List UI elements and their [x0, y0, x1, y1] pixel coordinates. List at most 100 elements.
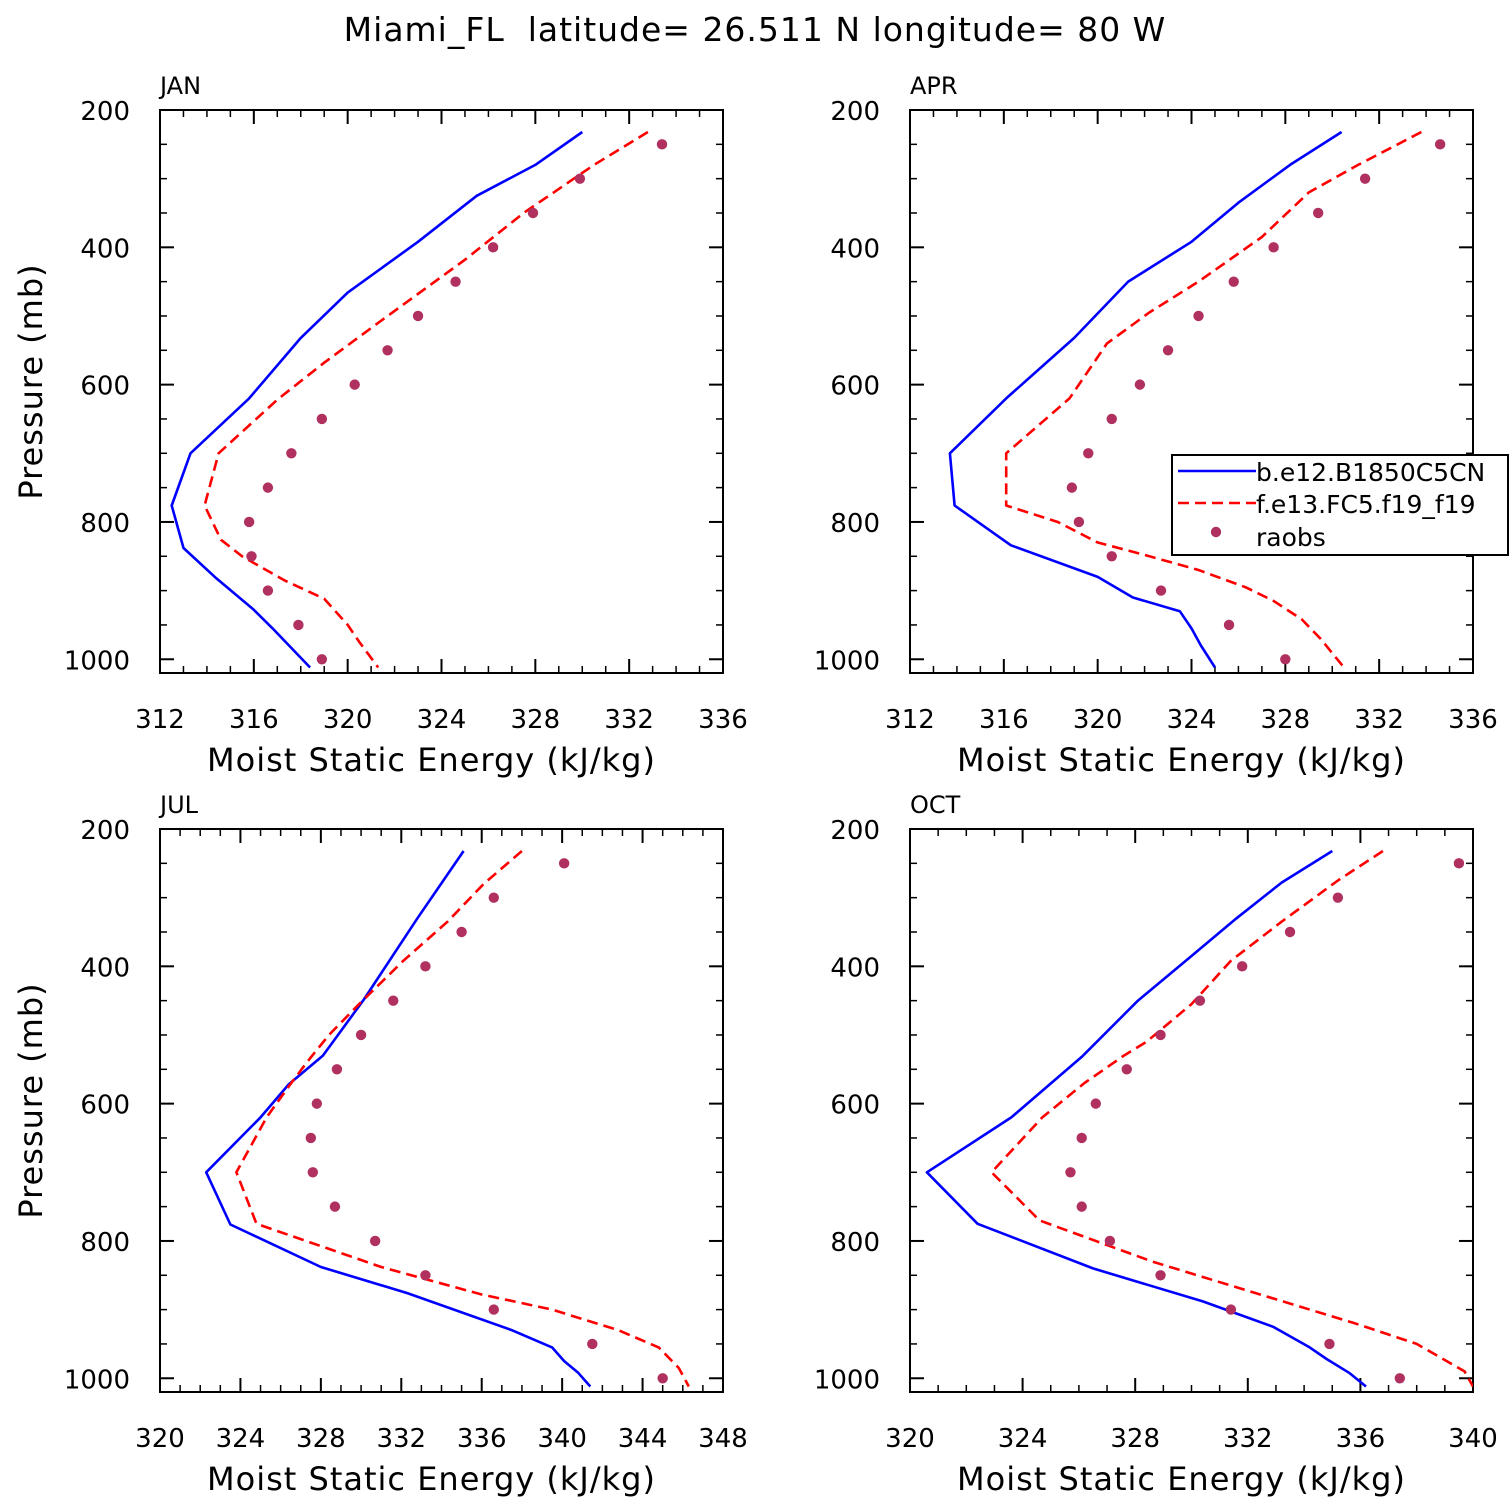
- x-tick-label: 320: [323, 705, 373, 735]
- x-tick-label: 328: [511, 705, 561, 735]
- x-tick-label: 324: [998, 1424, 1048, 1454]
- x-tick-label: 336: [1448, 705, 1498, 735]
- panel-label: APR: [910, 72, 958, 100]
- y-tick-label: 600: [830, 372, 880, 402]
- raobs-point: [657, 1373, 668, 1384]
- y-tick-label: 200: [830, 97, 880, 127]
- raobs-point: [487, 242, 499, 253]
- x-tick-label: 312: [135, 705, 185, 735]
- raobs-point: [369, 1235, 381, 1247]
- x-tick-label: 332: [1223, 1424, 1273, 1454]
- raobs-point: [1359, 173, 1371, 184]
- raobs-point: [456, 926, 467, 938]
- series-line-model1: [204, 850, 592, 1388]
- series-line-model1: [925, 849, 1367, 1388]
- y-tick-label: 400: [830, 234, 880, 264]
- y-tick-label: 600: [80, 372, 130, 402]
- x-tick-label: 332: [604, 705, 654, 735]
- plot-frame: [159, 109, 724, 674]
- raobs-point: [329, 1201, 341, 1212]
- plot-area: [948, 130, 1446, 669]
- plot-frame: [159, 828, 724, 1393]
- x-axis-label: Moist Static Energy (kJ/kg): [207, 741, 656, 779]
- legend-entry: raobs: [1256, 523, 1326, 552]
- legend-entry: b.e12.B1850C5CN: [1256, 458, 1485, 487]
- x-tick-label: 316: [979, 705, 1029, 735]
- raobs-point: [558, 858, 570, 869]
- raobs-point: [574, 173, 586, 184]
- series-line-model2: [235, 850, 690, 1388]
- x-tick-label: 324: [1167, 705, 1217, 735]
- raobs-point: [420, 961, 431, 972]
- x-tick-label: 336: [457, 1424, 507, 1454]
- x-tick-label: 336: [1336, 1424, 1386, 1454]
- x-tick-label: 320: [135, 1424, 185, 1454]
- x-tick-label: 336: [698, 705, 748, 735]
- y-tick-label: 1000: [64, 646, 130, 676]
- panel-apr: APR 312 316 320 324 328 332 336 200 400 600 800 1000…: [814, 72, 1498, 779]
- panel-jul: JUL 320 324 328 332 336 340 344 348 200 400 600 800 1…: [12, 791, 748, 1498]
- y-tick-label: 200: [80, 816, 130, 846]
- x-tick-label: 340: [537, 1424, 587, 1454]
- y-tick-label: 800: [80, 509, 130, 539]
- x-tick-label: 332: [1354, 705, 1404, 735]
- x-tick-label: 344: [618, 1424, 668, 1454]
- raobs-point: [1194, 995, 1206, 1006]
- raobs-point: [656, 139, 668, 150]
- raobs-point: [1066, 482, 1078, 493]
- x-axis-label: Moist Static Energy (kJ/kg): [957, 741, 1406, 779]
- raobs-point: [316, 654, 328, 665]
- raobs-point: [1104, 1235, 1116, 1247]
- x-tick-label: 316: [229, 705, 279, 735]
- raobs-point: [1073, 516, 1085, 528]
- x-axis-label: Moist Static Energy (kJ/kg): [957, 1460, 1406, 1498]
- x-tick-label: 324: [216, 1424, 266, 1454]
- raobs-point: [305, 1132, 317, 1144]
- raobs-point: [1332, 892, 1344, 903]
- raobs-point: [1228, 276, 1239, 287]
- raobs-point: [246, 551, 257, 562]
- y-tick-label: 800: [80, 1228, 130, 1258]
- raobs-point: [488, 1304, 499, 1315]
- raobs-point: [286, 448, 297, 459]
- series-line-model1: [170, 130, 584, 669]
- raobs-point: [1155, 1029, 1166, 1041]
- raobs-point: [388, 995, 399, 1006]
- y-tick-label: 200: [830, 816, 880, 846]
- panel-label: JUL: [158, 791, 199, 819]
- raobs-point: [587, 1338, 598, 1350]
- raobs-point: [307, 1167, 319, 1178]
- raobs-point: [331, 1064, 343, 1075]
- panel-label: JAN: [158, 72, 201, 100]
- x-tick-label: 340: [1448, 1424, 1498, 1454]
- raobs-point: [1121, 1064, 1132, 1075]
- raobs-point: [1090, 1098, 1101, 1109]
- x-tick-label: 320: [1073, 705, 1123, 735]
- y-tick-label: 1000: [64, 1365, 130, 1395]
- raobs-point: [1083, 448, 1094, 459]
- plot-frame: [909, 828, 1474, 1393]
- raobs-point: [349, 379, 360, 390]
- page-title: Miami_FL latitude= 26.511 N longitude= 8…: [343, 10, 1167, 49]
- panel-label: OCT: [910, 791, 961, 819]
- y-tick-label: 800: [830, 509, 880, 539]
- raobs-point: [1065, 1167, 1076, 1178]
- x-tick-label: 328: [1261, 705, 1311, 735]
- raobs-point: [1106, 551, 1117, 562]
- x-tick-label: 328: [1110, 1424, 1160, 1454]
- raobs-point: [450, 276, 461, 287]
- y-tick-label: 400: [830, 953, 880, 983]
- series-line-model2: [203, 130, 649, 669]
- raobs-point: [1076, 1132, 1087, 1144]
- raobs-point: [527, 207, 539, 219]
- y-tick-label: 400: [80, 953, 130, 983]
- raobs-point: [1193, 310, 1204, 322]
- raobs-point: [1284, 926, 1296, 938]
- raobs-point: [412, 310, 424, 322]
- raobs-point: [1280, 654, 1291, 665]
- raobs-point: [262, 482, 274, 493]
- raobs-point: [1236, 961, 1248, 972]
- raobs-point: [1223, 619, 1235, 631]
- y-tick-label: 1000: [814, 1365, 880, 1395]
